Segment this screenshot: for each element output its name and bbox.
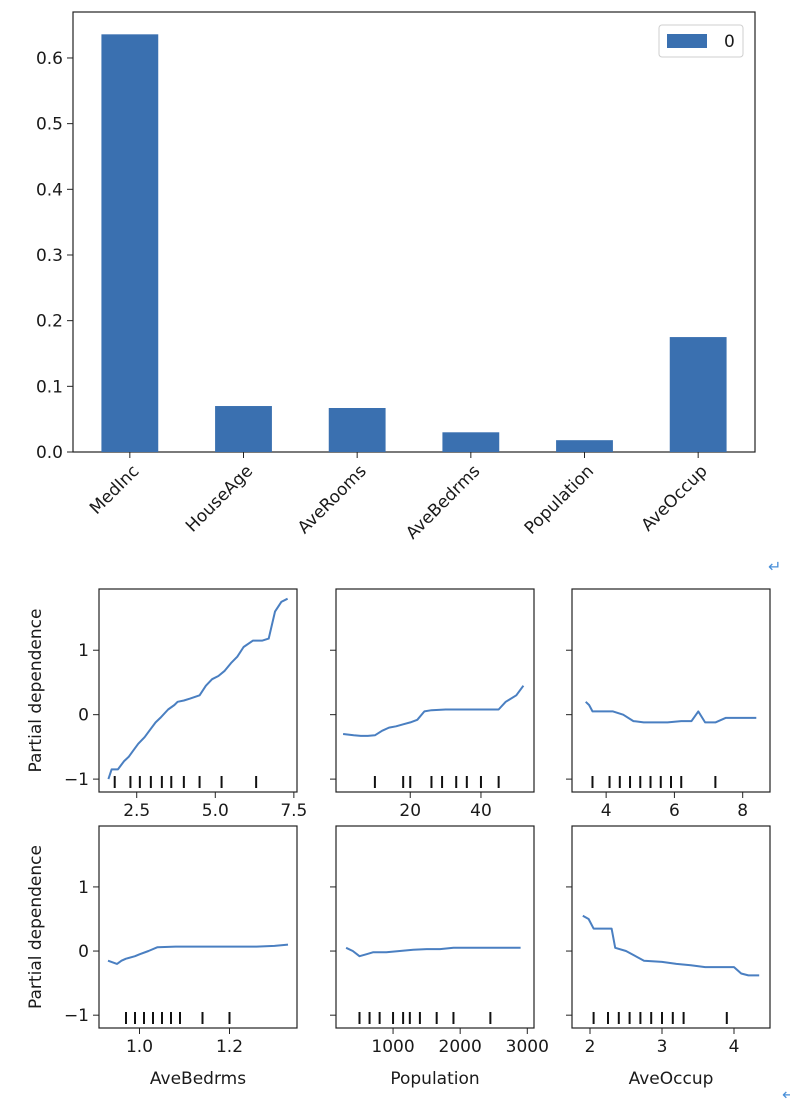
bar-x-tick-label: MedInc — [86, 461, 143, 518]
return-mark-2: ↵ — [782, 1085, 790, 1104]
bar-x-tick-label: AveOccup — [638, 461, 712, 535]
pd-panel-1-pd-line — [107, 597, 289, 780]
pd-panel-4-frame — [98, 825, 298, 1029]
pd-panel-2-pd-line — [342, 685, 525, 737]
pd-panel-6-frame — [571, 825, 771, 1029]
bar-y-tick-label: 0.3 — [36, 246, 63, 266]
pd-panel-5-pd-line — [345, 946, 521, 958]
bar-y-tick-label: 0.2 — [36, 312, 63, 332]
pd-panel-1-x-tick-label: 7.5 — [280, 801, 307, 821]
pd-panel-4-y-tick-label: −1 — [64, 1006, 89, 1026]
pd-panel-6-x-tick-label: 4 — [729, 1037, 740, 1057]
bar-aveoccup — [669, 337, 727, 452]
bar-x-tick-label: HouseAge — [182, 461, 257, 536]
pd-panel-6-x-tick-label: 3 — [657, 1037, 668, 1057]
pd-panel-3-pd-line — [585, 701, 757, 724]
bar-population — [556, 440, 613, 452]
pd-panel-5-frame — [335, 825, 535, 1029]
pd-panel-4-x-tick-label: 1.0 — [126, 1037, 153, 1057]
bar-avebedrms — [442, 432, 500, 452]
bar-y-tick-label: 0.4 — [36, 180, 63, 200]
pd-panel-6-x-label: AveOccup — [629, 1069, 714, 1089]
pd-panel-3-frame — [571, 588, 771, 793]
pd-panel-3-x-tick-label: 4 — [601, 801, 612, 821]
pd-panel-5-x-label: Population — [390, 1069, 479, 1089]
pd-panel-1-x-tick-label: 5.0 — [202, 801, 229, 821]
pd-panel-5-x-tick-label: 2000 — [439, 1037, 482, 1057]
bar-y-tick-label: 0.6 — [36, 49, 63, 69]
bar-x-tick-label: Population — [521, 461, 598, 538]
pd-panel-4-y-label: Partial dependence — [26, 845, 46, 1009]
bar-y-tick-label: 0.1 — [36, 377, 63, 397]
legend-swatch — [667, 34, 707, 48]
pd-panel-4-pd-line — [107, 943, 289, 965]
pd-panel-1-x-tick-label: 2.5 — [123, 801, 150, 821]
bar-averooms — [328, 408, 386, 452]
bar-x-tick-label: AveBedrms — [402, 461, 484, 543]
bar-chart-frame — [72, 11, 756, 453]
pd-panel-1-y-tick-label: 1 — [78, 641, 89, 661]
pd-panel-4-x-tick-label: 1.2 — [216, 1037, 243, 1057]
pd-panel-2-frame — [335, 588, 535, 793]
pd-panel-1-y-tick-label: −1 — [64, 770, 89, 790]
pd-panel-5-x-tick-label: 3000 — [506, 1037, 549, 1057]
pd-panel-6-pd-line — [582, 914, 760, 977]
pd-panel-4-x-label: AveBedrms — [150, 1069, 246, 1089]
bar-y-tick-label: 0.0 — [36, 443, 63, 463]
pd-panel-2-x-tick-label: 20 — [399, 801, 421, 821]
bar-y-tick-label: 0.5 — [36, 115, 63, 135]
pd-panel-1-frame — [98, 588, 298, 793]
pd-panel-2-x-tick-label: 40 — [470, 801, 492, 821]
pd-panel-3-x-tick-label: 8 — [737, 801, 748, 821]
pd-panel-1-y-label: Partial dependence — [26, 609, 46, 773]
pd-panel-1-y-tick-label: 0 — [78, 706, 89, 726]
bar-x-tick-label: AveRooms — [294, 461, 371, 538]
bar-medinc — [101, 34, 159, 452]
legend-label: 0 — [724, 32, 735, 52]
pd-panel-4-y-tick-label: 1 — [78, 878, 89, 898]
pd-panel-5-x-tick-label: 1000 — [371, 1037, 414, 1057]
return-mark-1: ↵ — [768, 557, 781, 576]
pd-panel-6-x-tick-label: 2 — [585, 1037, 596, 1057]
bar-houseage — [215, 406, 272, 452]
pd-panel-3-x-tick-label: 6 — [669, 801, 680, 821]
pd-panel-4-y-tick-label: 0 — [78, 942, 89, 962]
